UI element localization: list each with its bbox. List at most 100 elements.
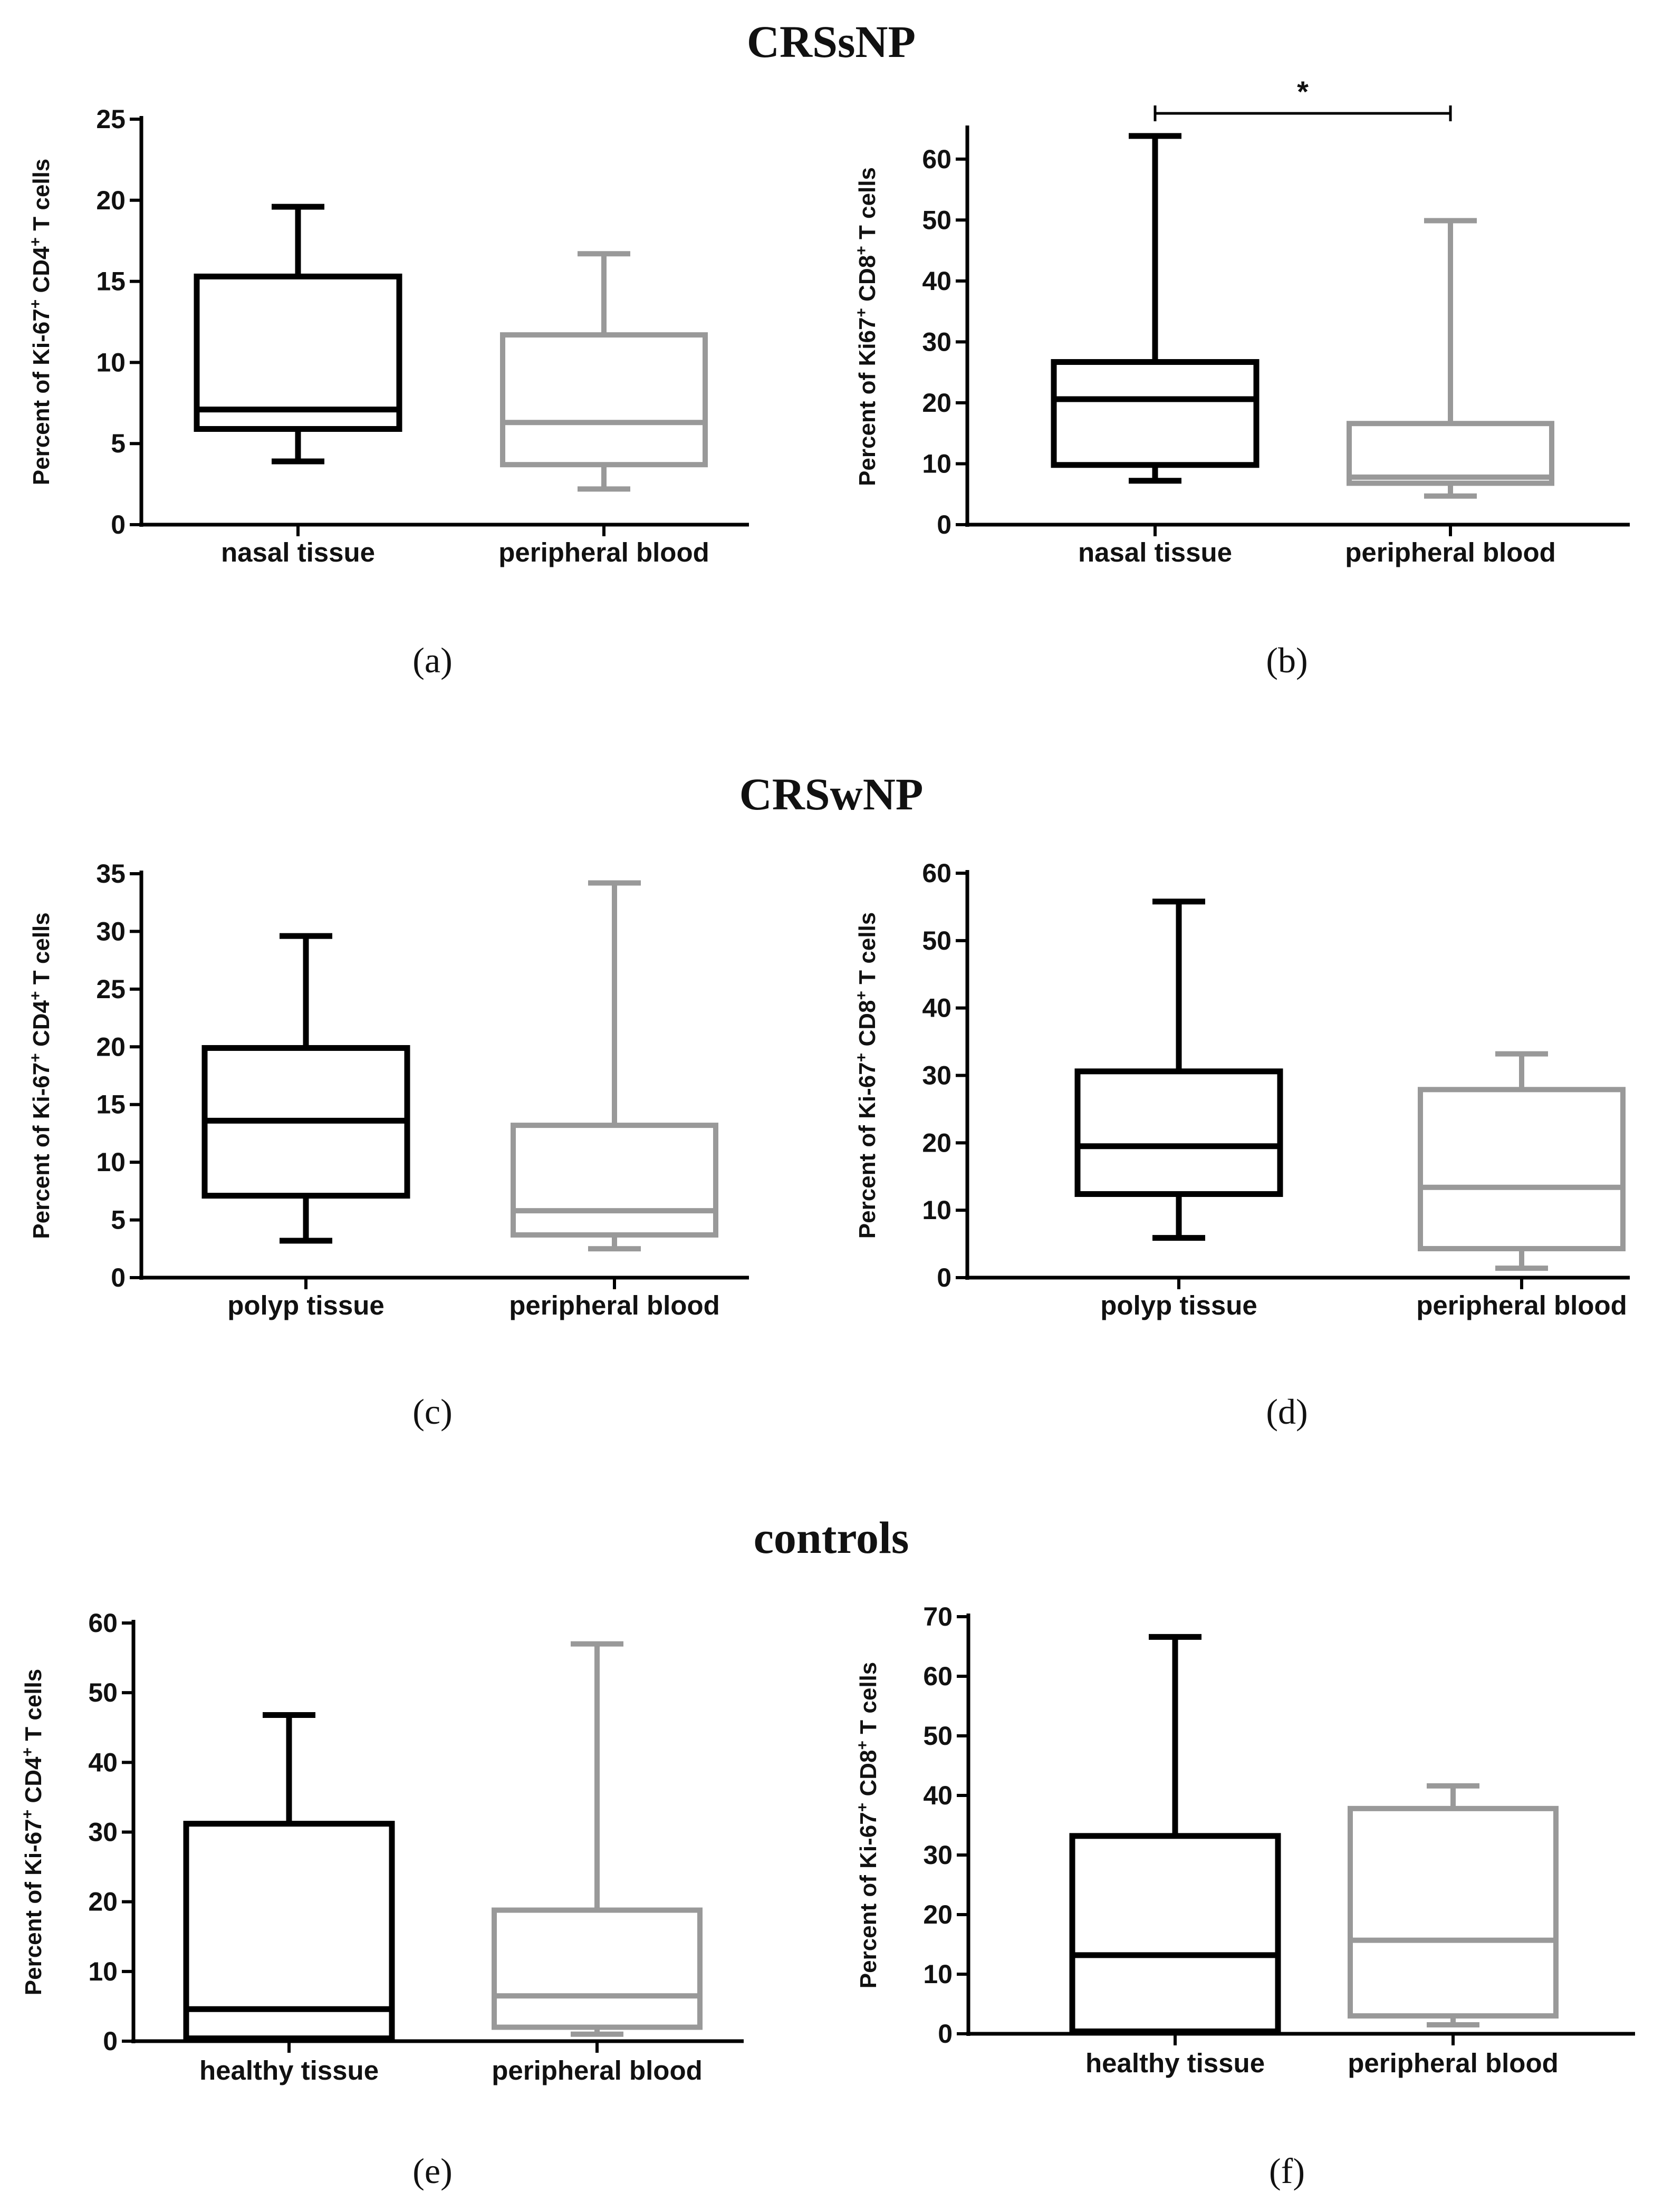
y-tick-label: 30 [88, 1818, 118, 1847]
y-tick-label: 30 [922, 327, 951, 356]
category-label: peripheral blood [1416, 1290, 1627, 1320]
box-peripheral-blood [1418, 1051, 1626, 1271]
category-label: polyp tissue [227, 1290, 384, 1320]
y-tick-label: 0 [103, 2026, 118, 2056]
box-peripheral-blood [1348, 1783, 1559, 2028]
y-axis-label: Percent of Ki67+ CD8+ T cells [853, 167, 881, 486]
box-peripheral-blood [511, 880, 718, 1252]
y-tick-label: 10 [922, 1195, 951, 1225]
iqr-box [1074, 1068, 1283, 1197]
box-peripheral-blood [500, 251, 708, 492]
category-label: peripheral blood [498, 537, 709, 567]
panel-label: (d) [1266, 1392, 1308, 1432]
y-axis-label: Percent of Ki-67+ CD8+ T cells [853, 912, 881, 1239]
y-tick-label: 25 [96, 974, 126, 1004]
panels: 0 5 10 15 20 25 nasal tissue peripheral blood Pe… [19, 75, 1635, 2191]
y-tick-label: 20 [923, 1900, 953, 1929]
y-tick-label: 5 [111, 1205, 126, 1235]
iqr-box [511, 1123, 718, 1238]
iqr-box [1347, 421, 1554, 486]
significance-bracket: * [1153, 75, 1452, 121]
iqr-box [1418, 1087, 1626, 1252]
y-tick-label: 10 [88, 1957, 118, 1986]
y-tick-label: 50 [923, 1721, 953, 1751]
y-tick-label: 60 [88, 1608, 118, 1638]
category-label: healthy tissue [1085, 2048, 1265, 2078]
y-tick-label: 30 [96, 916, 126, 946]
category-label: peripheral blood [492, 2055, 703, 2085]
y-tick-label: 35 [96, 859, 126, 888]
y-tick-label: 20 [96, 186, 126, 215]
category-label: peripheral blood [1348, 2048, 1559, 2078]
significance-star: * [1297, 75, 1309, 108]
y-tick-label: 40 [923, 1781, 953, 1810]
y-tick-label: 0 [938, 2019, 953, 2049]
iqr-box [500, 332, 708, 468]
group-title-crssnp: CRSsNP [747, 16, 916, 67]
category-label: healthy tissue [199, 2055, 379, 2085]
y-tick-label: 40 [922, 993, 951, 1023]
y-tick-label: 10 [96, 1147, 126, 1177]
chart-panel-b: 0 10 20 30 40 50 60 nasal tissue peripheral bloo… [853, 75, 1630, 680]
y-axis-label: Percent of Ki-67+ CD4+ T cells [27, 912, 55, 1239]
box-peripheral-blood [492, 1641, 703, 2037]
y-tick-label: 0 [111, 1263, 126, 1292]
y-axis-label: Percent of Ki-67+ CD4+ T cells [19, 1669, 47, 1995]
y-tick-label: 60 [923, 1662, 953, 1691]
y-tick-label: 25 [96, 104, 126, 134]
panel-label: (e) [412, 2151, 452, 2191]
chart-panel-e: 0 10 20 30 40 50 60 healthy tissue peripheral bl… [19, 1608, 744, 2191]
category-label: nasal tissue [221, 537, 375, 567]
group-title-crswnp: CRSwNP [739, 769, 924, 819]
chart-panel-d: 0 10 20 30 40 50 60 polyp tissue peripheral bloo… [853, 858, 1630, 1432]
box-tissue [1069, 1634, 1281, 2034]
iqr-box [183, 1821, 395, 2042]
y-tick-label: 30 [922, 1061, 951, 1090]
iqr-box [1069, 1833, 1281, 2034]
y-tick-label: 10 [96, 347, 126, 377]
y-tick-label: 50 [88, 1678, 118, 1707]
y-tick-label: 20 [88, 1887, 118, 1917]
y-tick-label: 60 [922, 144, 951, 174]
iqr-box [492, 1907, 703, 2030]
group-title-controls: controls [754, 1512, 909, 1563]
chart-panel-f: 0 10 20 30 40 50 60 70 healthy tissue peripheral … [854, 1602, 1635, 2191]
y-tick-label: 50 [922, 205, 951, 235]
category-label: peripheral blood [509, 1290, 720, 1320]
panel-label: (a) [412, 640, 452, 680]
y-tick-label: 0 [937, 1263, 951, 1292]
y-axis-label: Percent of Ki-67+ CD8+ T cells [854, 1662, 882, 1988]
y-tick-label: 15 [96, 1090, 126, 1119]
y-tick-label: 15 [96, 267, 126, 296]
box-tissue [1074, 899, 1283, 1241]
y-axis-label: Percent of Ki-67+ CD4+ T cells [27, 159, 55, 485]
y-tick-label: 20 [922, 1128, 951, 1157]
y-tick-label: 0 [111, 510, 126, 539]
category-label: nasal tissue [1078, 537, 1232, 567]
iqr-box [1051, 359, 1260, 468]
category-label: polyp tissue [1100, 1290, 1257, 1320]
category-label: peripheral blood [1345, 537, 1556, 567]
y-tick-label: 30 [923, 1840, 953, 1870]
box-peripheral-blood [1347, 218, 1554, 499]
y-tick-label: 5 [111, 429, 126, 458]
y-tick-label: 60 [922, 858, 951, 888]
panel-label: (f) [1269, 2151, 1305, 2191]
panel-label: (c) [412, 1392, 452, 1432]
y-tick-label: 40 [922, 266, 951, 296]
box-tissue [1051, 133, 1260, 484]
y-tick-label: 20 [96, 1032, 126, 1061]
y-tick-label: 10 [922, 449, 951, 478]
panel-label: (b) [1266, 640, 1308, 680]
y-tick-label: 0 [937, 510, 951, 539]
box-tissue [194, 204, 402, 465]
y-tick-label: 70 [923, 1602, 953, 1631]
iqr-box [1348, 1805, 1559, 2019]
box-tissue [201, 933, 410, 1244]
box-tissue [183, 1712, 395, 2042]
y-tick-label: 50 [922, 926, 951, 955]
iqr-box [194, 273, 402, 432]
chart-panel-c: 0 5 10 15 20 25 30 35 polyp tissue peripheral blo… [27, 859, 749, 1432]
y-tick-label: 20 [922, 388, 951, 418]
